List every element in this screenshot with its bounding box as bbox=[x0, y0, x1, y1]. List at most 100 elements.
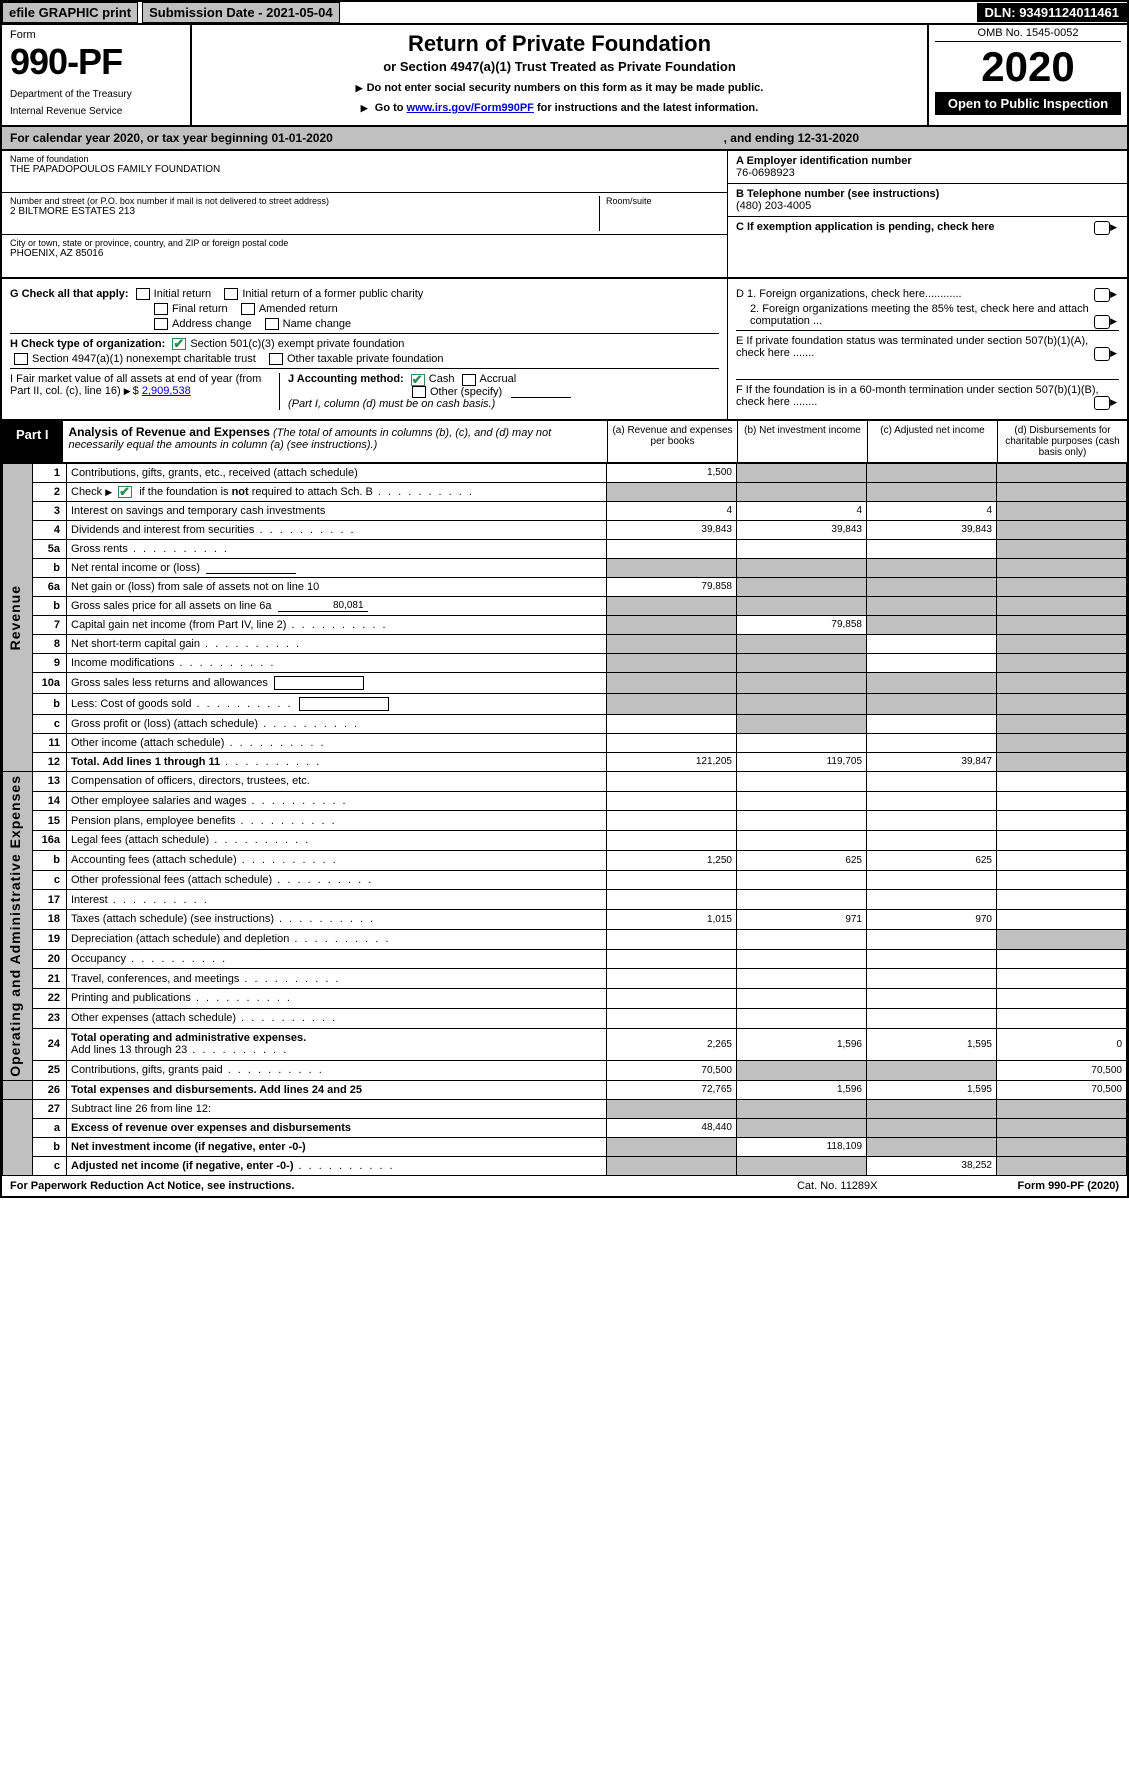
cb-accrual[interactable] bbox=[462, 374, 476, 386]
r10a-num: 10a bbox=[33, 672, 67, 693]
r1-a: 1,500 bbox=[607, 463, 737, 482]
cb-addrchg[interactable] bbox=[154, 318, 168, 330]
arrow-icon bbox=[105, 486, 114, 498]
r27c-desc: Adjusted net income (if negative, enter … bbox=[67, 1156, 607, 1175]
col-d-hdr: (d) Disbursements for charitable purpose… bbox=[997, 421, 1127, 462]
tax-year: 2020 bbox=[935, 46, 1121, 88]
ghij-right: D 1. Foreign organizations, check here..… bbox=[727, 279, 1127, 419]
cb-cash[interactable] bbox=[411, 374, 425, 386]
row-17: 17Interest bbox=[3, 890, 1127, 910]
cb-initial-former[interactable] bbox=[224, 288, 238, 300]
r5a-d: Gross rents bbox=[71, 543, 128, 555]
row-16a: 16aLegal fees (attach schedule) bbox=[3, 831, 1127, 851]
h-row: H Check type of organization: Section 50… bbox=[10, 333, 719, 350]
g-opt-0: Initial return bbox=[154, 288, 211, 300]
ein-value: 76-0698923 bbox=[736, 167, 1119, 179]
irs-link[interactable]: www.irs.gov/Form990PF bbox=[407, 102, 534, 114]
dln: DLN: 93491124011461 bbox=[977, 3, 1127, 22]
r20-desc: Occupancy bbox=[67, 949, 607, 969]
r5b-line[interactable] bbox=[206, 573, 296, 574]
r5a-desc: Gross rents bbox=[67, 539, 607, 558]
cb-sch-b[interactable] bbox=[118, 486, 132, 498]
e-checkbox[interactable] bbox=[1094, 347, 1110, 361]
r26-d: 70,500 bbox=[997, 1080, 1127, 1099]
efile-btn[interactable]: efile GRAPHIC print bbox=[2, 2, 138, 23]
r8-num: 8 bbox=[33, 634, 67, 653]
r5b-desc: Net rental income or (loss) bbox=[67, 558, 607, 577]
footer-catno: Cat. No. 11289X bbox=[797, 1180, 878, 1192]
d1-row: D 1. Foreign organizations, check here..… bbox=[736, 288, 1119, 300]
r4-num: 4 bbox=[33, 520, 67, 539]
r25-desc: Contributions, gifts, grants paid bbox=[67, 1060, 607, 1080]
r1-num: 1 bbox=[33, 463, 67, 482]
g-opt-3: Amended return bbox=[259, 303, 338, 315]
i-label: I Fair market value of all assets at end… bbox=[10, 373, 261, 397]
cb-other-tax[interactable] bbox=[269, 353, 283, 365]
j-note: (Part I, column (d) must be on cash basi… bbox=[288, 398, 495, 410]
cb-4947[interactable] bbox=[14, 353, 28, 365]
r13-desc: Compensation of officers, directors, tru… bbox=[67, 771, 607, 791]
note2-post: for instructions and the latest informat… bbox=[534, 102, 758, 114]
r14-desc: Other employee salaries and wages bbox=[67, 791, 607, 811]
revenue-side-label: Revenue bbox=[7, 585, 23, 650]
r23-num: 23 bbox=[33, 1008, 67, 1028]
expenses-side-label: Operating and Administrative Expenses bbox=[7, 775, 23, 1077]
h-row2: Section 4947(a)(1) nonexempt charitable … bbox=[10, 353, 719, 365]
part1-title: Analysis of Revenue and Expenses (The to… bbox=[63, 421, 607, 462]
cb-amended[interactable] bbox=[241, 303, 255, 315]
row-9: 9 Income modifications bbox=[3, 653, 1127, 672]
r11-desc: Other income (attach schedule) bbox=[67, 733, 607, 752]
r22-desc: Printing and publications bbox=[67, 989, 607, 1009]
city-value: PHOENIX, AZ 85016 bbox=[10, 248, 719, 259]
r9-num: 9 bbox=[33, 653, 67, 672]
part1-table: Revenue 1 Contributions, gifts, grants, … bbox=[2, 463, 1127, 1176]
row-20: 20Occupancy bbox=[3, 949, 1127, 969]
row-2: 2 Check if the foundation is not require… bbox=[3, 482, 1127, 501]
dept-irs: Internal Revenue Service bbox=[10, 106, 182, 117]
r27b-num: b bbox=[33, 1137, 67, 1156]
r3-desc: Interest on savings and temporary cash i… bbox=[67, 501, 607, 520]
row-19: 19Depreciation (attach schedule) and dep… bbox=[3, 929, 1127, 949]
other-specify[interactable] bbox=[511, 397, 571, 398]
addr-label: Number and street (or P.O. box number if… bbox=[10, 196, 599, 206]
cb-final[interactable] bbox=[154, 303, 168, 315]
row-25: 25 Contributions, gifts, grants paid 70,… bbox=[3, 1060, 1127, 1080]
r25-a: 70,500 bbox=[607, 1060, 737, 1080]
r3-b: 4 bbox=[737, 501, 867, 520]
r16a-num: 16a bbox=[33, 831, 67, 851]
row-10b: b Less: Cost of goods sold bbox=[3, 693, 1127, 714]
cb-other[interactable] bbox=[412, 386, 426, 398]
j-cash: Cash bbox=[429, 373, 455, 385]
f-checkbox[interactable] bbox=[1094, 396, 1110, 410]
r10b-num: b bbox=[33, 693, 67, 714]
calyear-begin: For calendar year 2020, or tax year begi… bbox=[10, 131, 333, 145]
cb-initial[interactable] bbox=[136, 288, 150, 300]
cb-501c3[interactable] bbox=[172, 338, 186, 350]
r2-mid: if the foundation is bbox=[136, 486, 231, 498]
r4-desc: Dividends and interest from securities bbox=[67, 520, 607, 539]
cb-namechg[interactable] bbox=[265, 318, 279, 330]
e-row: E If private foundation status was termi… bbox=[736, 330, 1119, 359]
r27-num: 27 bbox=[33, 1099, 67, 1118]
d2-checkbox[interactable] bbox=[1094, 315, 1110, 329]
r24-num: 24 bbox=[33, 1028, 67, 1060]
entity-left: Name of foundation THE PAPADOPOULOS FAMI… bbox=[2, 151, 727, 277]
form-title: Return of Private Foundation bbox=[202, 31, 917, 57]
exemption-row: C If exemption application is pending, c… bbox=[728, 217, 1127, 237]
r12-a: 121,205 bbox=[607, 752, 737, 771]
r6a-a: 79,858 bbox=[607, 577, 737, 596]
r7-desc: Capital gain net income (from Part IV, l… bbox=[67, 615, 607, 634]
r27a-a: 48,440 bbox=[607, 1118, 737, 1137]
r1-b bbox=[737, 463, 867, 482]
r18-a: 1,015 bbox=[607, 910, 737, 930]
r10a-box[interactable] bbox=[274, 676, 364, 690]
r21-desc: Travel, conferences, and meetings bbox=[67, 969, 607, 989]
d1-checkbox[interactable] bbox=[1094, 288, 1110, 302]
r7-b: 79,858 bbox=[737, 615, 867, 634]
r16b-num: b bbox=[33, 850, 67, 870]
c-checkbox[interactable] bbox=[1094, 221, 1110, 235]
row-27a: a Excess of revenue over expenses and di… bbox=[3, 1118, 1127, 1137]
r16a-desc: Legal fees (attach schedule) bbox=[67, 831, 607, 851]
r10b-box[interactable] bbox=[299, 697, 389, 711]
form-number: 990-PF bbox=[10, 41, 182, 83]
